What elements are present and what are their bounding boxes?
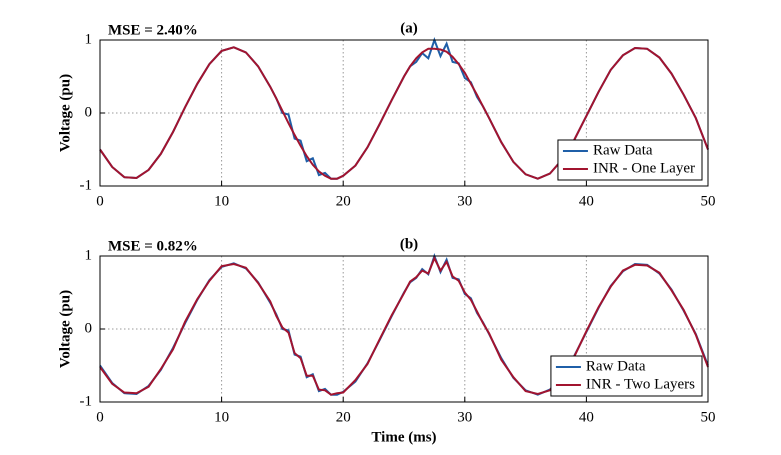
subplot-title: (b) [400, 236, 418, 252]
legend-label: INR - Two Layers [586, 376, 695, 392]
x-tick-label: 20 [336, 409, 351, 425]
y-axis-label: Voltage (pu) [57, 74, 73, 152]
x-tick-label: 40 [579, 409, 594, 425]
x-tick-label: 30 [457, 193, 472, 209]
y-tick-label: 1 [85, 31, 93, 47]
axes-frame [99, 39, 709, 187]
x-tick-label: 20 [336, 193, 351, 209]
legend: Raw Data INR - One Layer [557, 139, 703, 181]
data-line [99, 46, 709, 180]
x-tick-label: 10 [214, 193, 229, 209]
legend-label: INR - One Layer [593, 160, 695, 176]
mse-annotation: MSE = 2.40% [108, 22, 198, 38]
x-tick-label: 50 [701, 409, 716, 425]
y-tick-label: -1 [80, 177, 93, 193]
y-tick-label: 0 [85, 104, 93, 120]
x-tick-label: 30 [457, 409, 472, 425]
y-tick-label: 1 [85, 247, 93, 263]
x-tick-label: 40 [579, 193, 594, 209]
legend-label: Raw Data [593, 142, 653, 158]
legend: Raw Data INR - Two Layers [550, 355, 703, 397]
y-axis-label: Voltage (pu) [57, 290, 73, 368]
legend-box [557, 139, 703, 181]
legend-label: Raw Data [586, 358, 646, 374]
axes-frame [99, 255, 709, 403]
y-tick-label: 0 [85, 320, 93, 336]
x-tick-label: 0 [96, 409, 104, 425]
legend-box [550, 355, 703, 397]
data-line [99, 255, 709, 396]
x-axis-label: Time (ms) [371, 429, 436, 445]
mse-annotation: MSE = 0.82% [108, 238, 198, 254]
x-tick-label: 10 [214, 409, 229, 425]
y-tick-label: -1 [80, 393, 93, 409]
x-tick-label: 50 [701, 193, 716, 209]
x-tick-label: 0 [96, 193, 104, 209]
subplot-title: (a) [400, 20, 418, 36]
